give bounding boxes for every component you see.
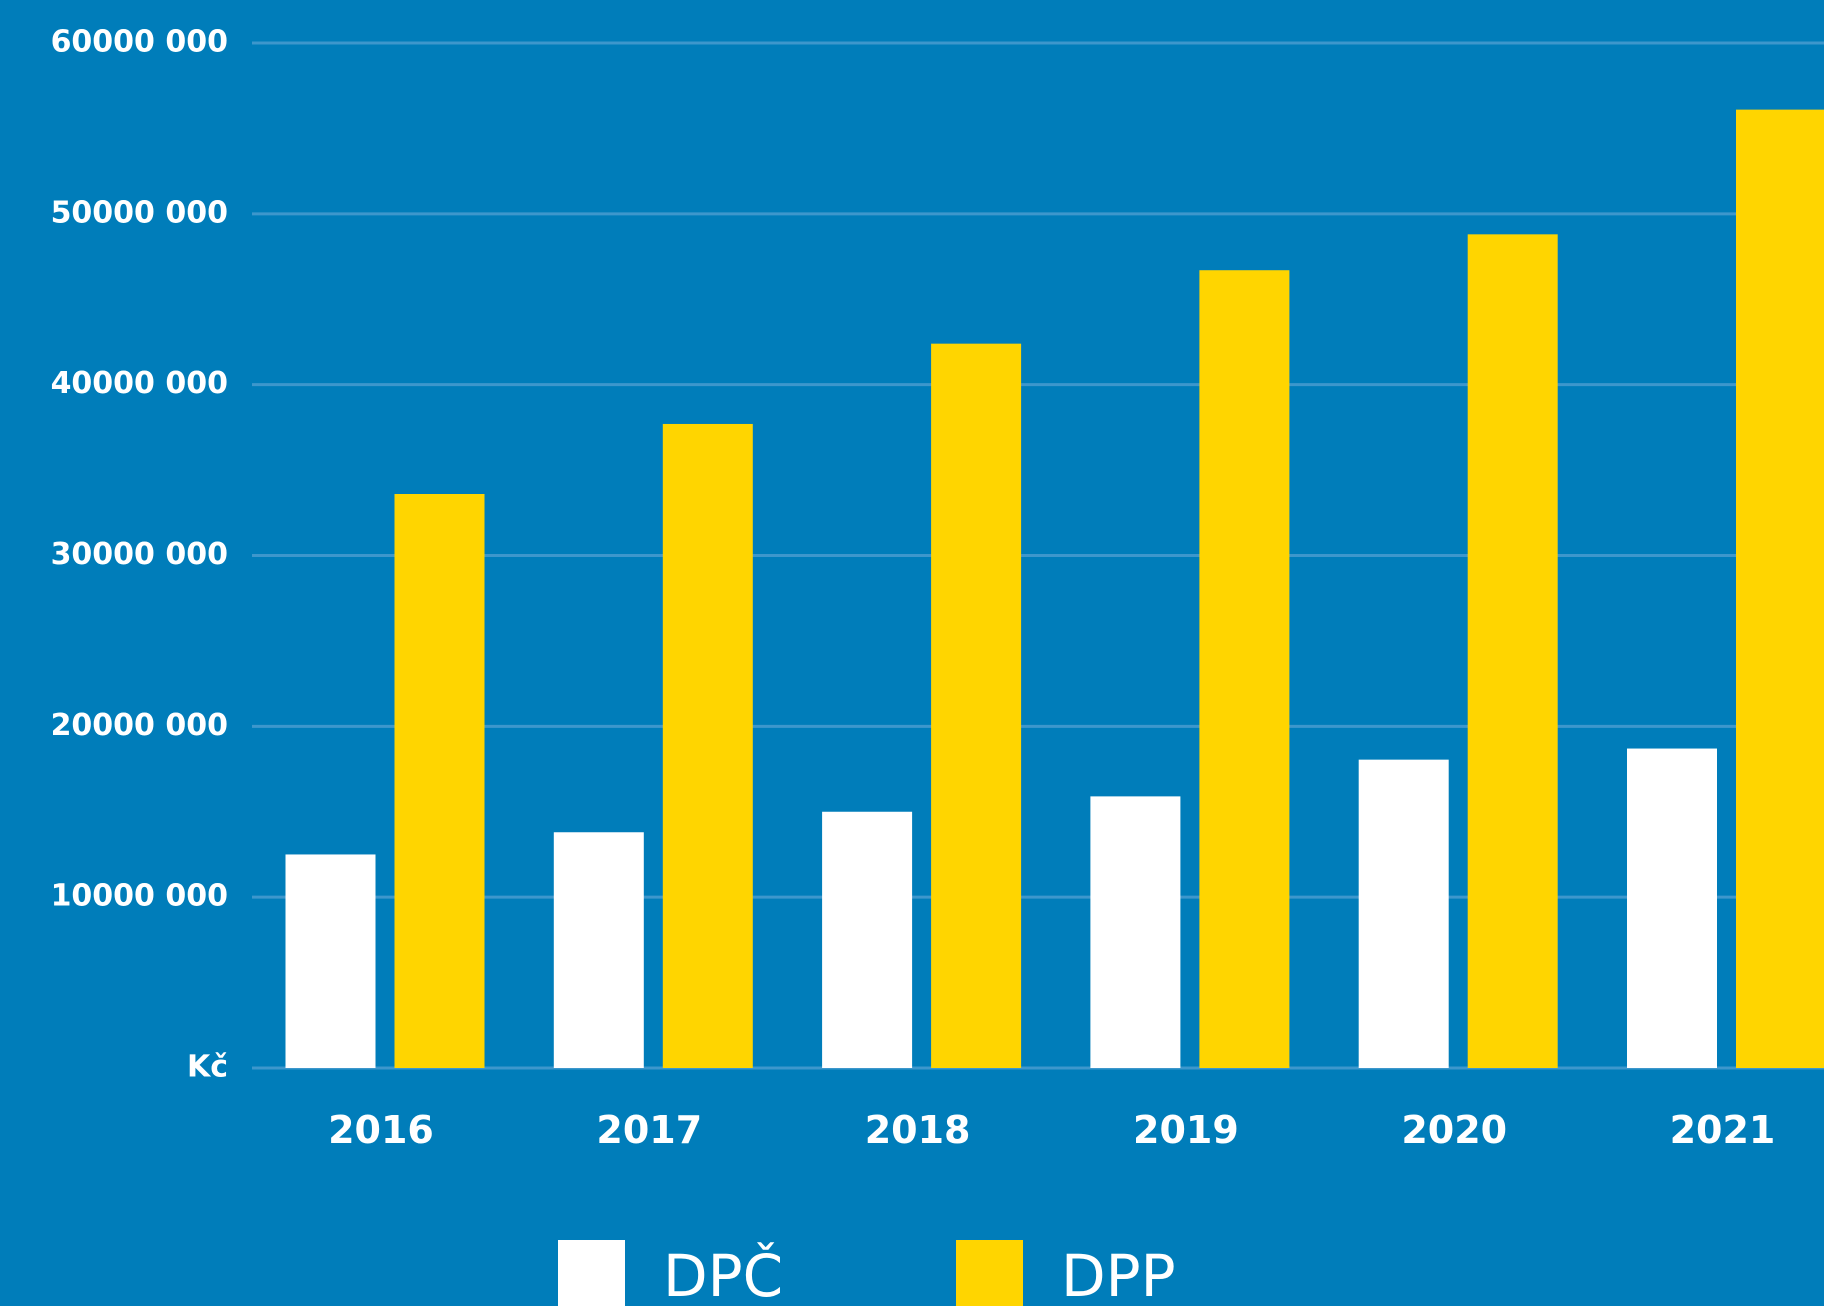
- legend-swatch: [558, 1240, 625, 1306]
- x-tick-label: 2019: [1133, 1108, 1239, 1152]
- bar: [1199, 270, 1290, 1068]
- x-tick-label: 2021: [1670, 1108, 1776, 1152]
- y-tick-label: Kč: [187, 1050, 228, 1085]
- x-tick-label: 2017: [596, 1108, 702, 1152]
- legend-label: DPP: [1061, 1242, 1176, 1306]
- y-tick-label: 20000 000: [51, 708, 228, 743]
- y-tick-label: 40000 000: [51, 366, 228, 401]
- bar: [1467, 234, 1558, 1069]
- y-tick-label: 30000 000: [51, 537, 228, 572]
- bar: [822, 811, 913, 1068]
- bar: [931, 343, 1022, 1069]
- y-tick-label: 10000 000: [51, 879, 228, 914]
- bar: [553, 832, 644, 1068]
- bar: [285, 854, 376, 1068]
- x-tick-label: 2018: [865, 1108, 971, 1152]
- legend-label: DPČ: [663, 1241, 783, 1306]
- bar: [1358, 759, 1449, 1068]
- bar: [1090, 796, 1181, 1068]
- bar: [1627, 748, 1717, 1068]
- y-tick-label: 50000 000: [51, 195, 228, 230]
- x-tick-label: 2016: [328, 1108, 434, 1152]
- bar: [1736, 109, 1824, 1068]
- y-tick-label: 60000 000: [51, 25, 228, 60]
- legend-swatch: [956, 1240, 1023, 1306]
- bar: [662, 423, 753, 1068]
- x-tick-label: 2020: [1401, 1108, 1507, 1152]
- bar: [394, 494, 485, 1068]
